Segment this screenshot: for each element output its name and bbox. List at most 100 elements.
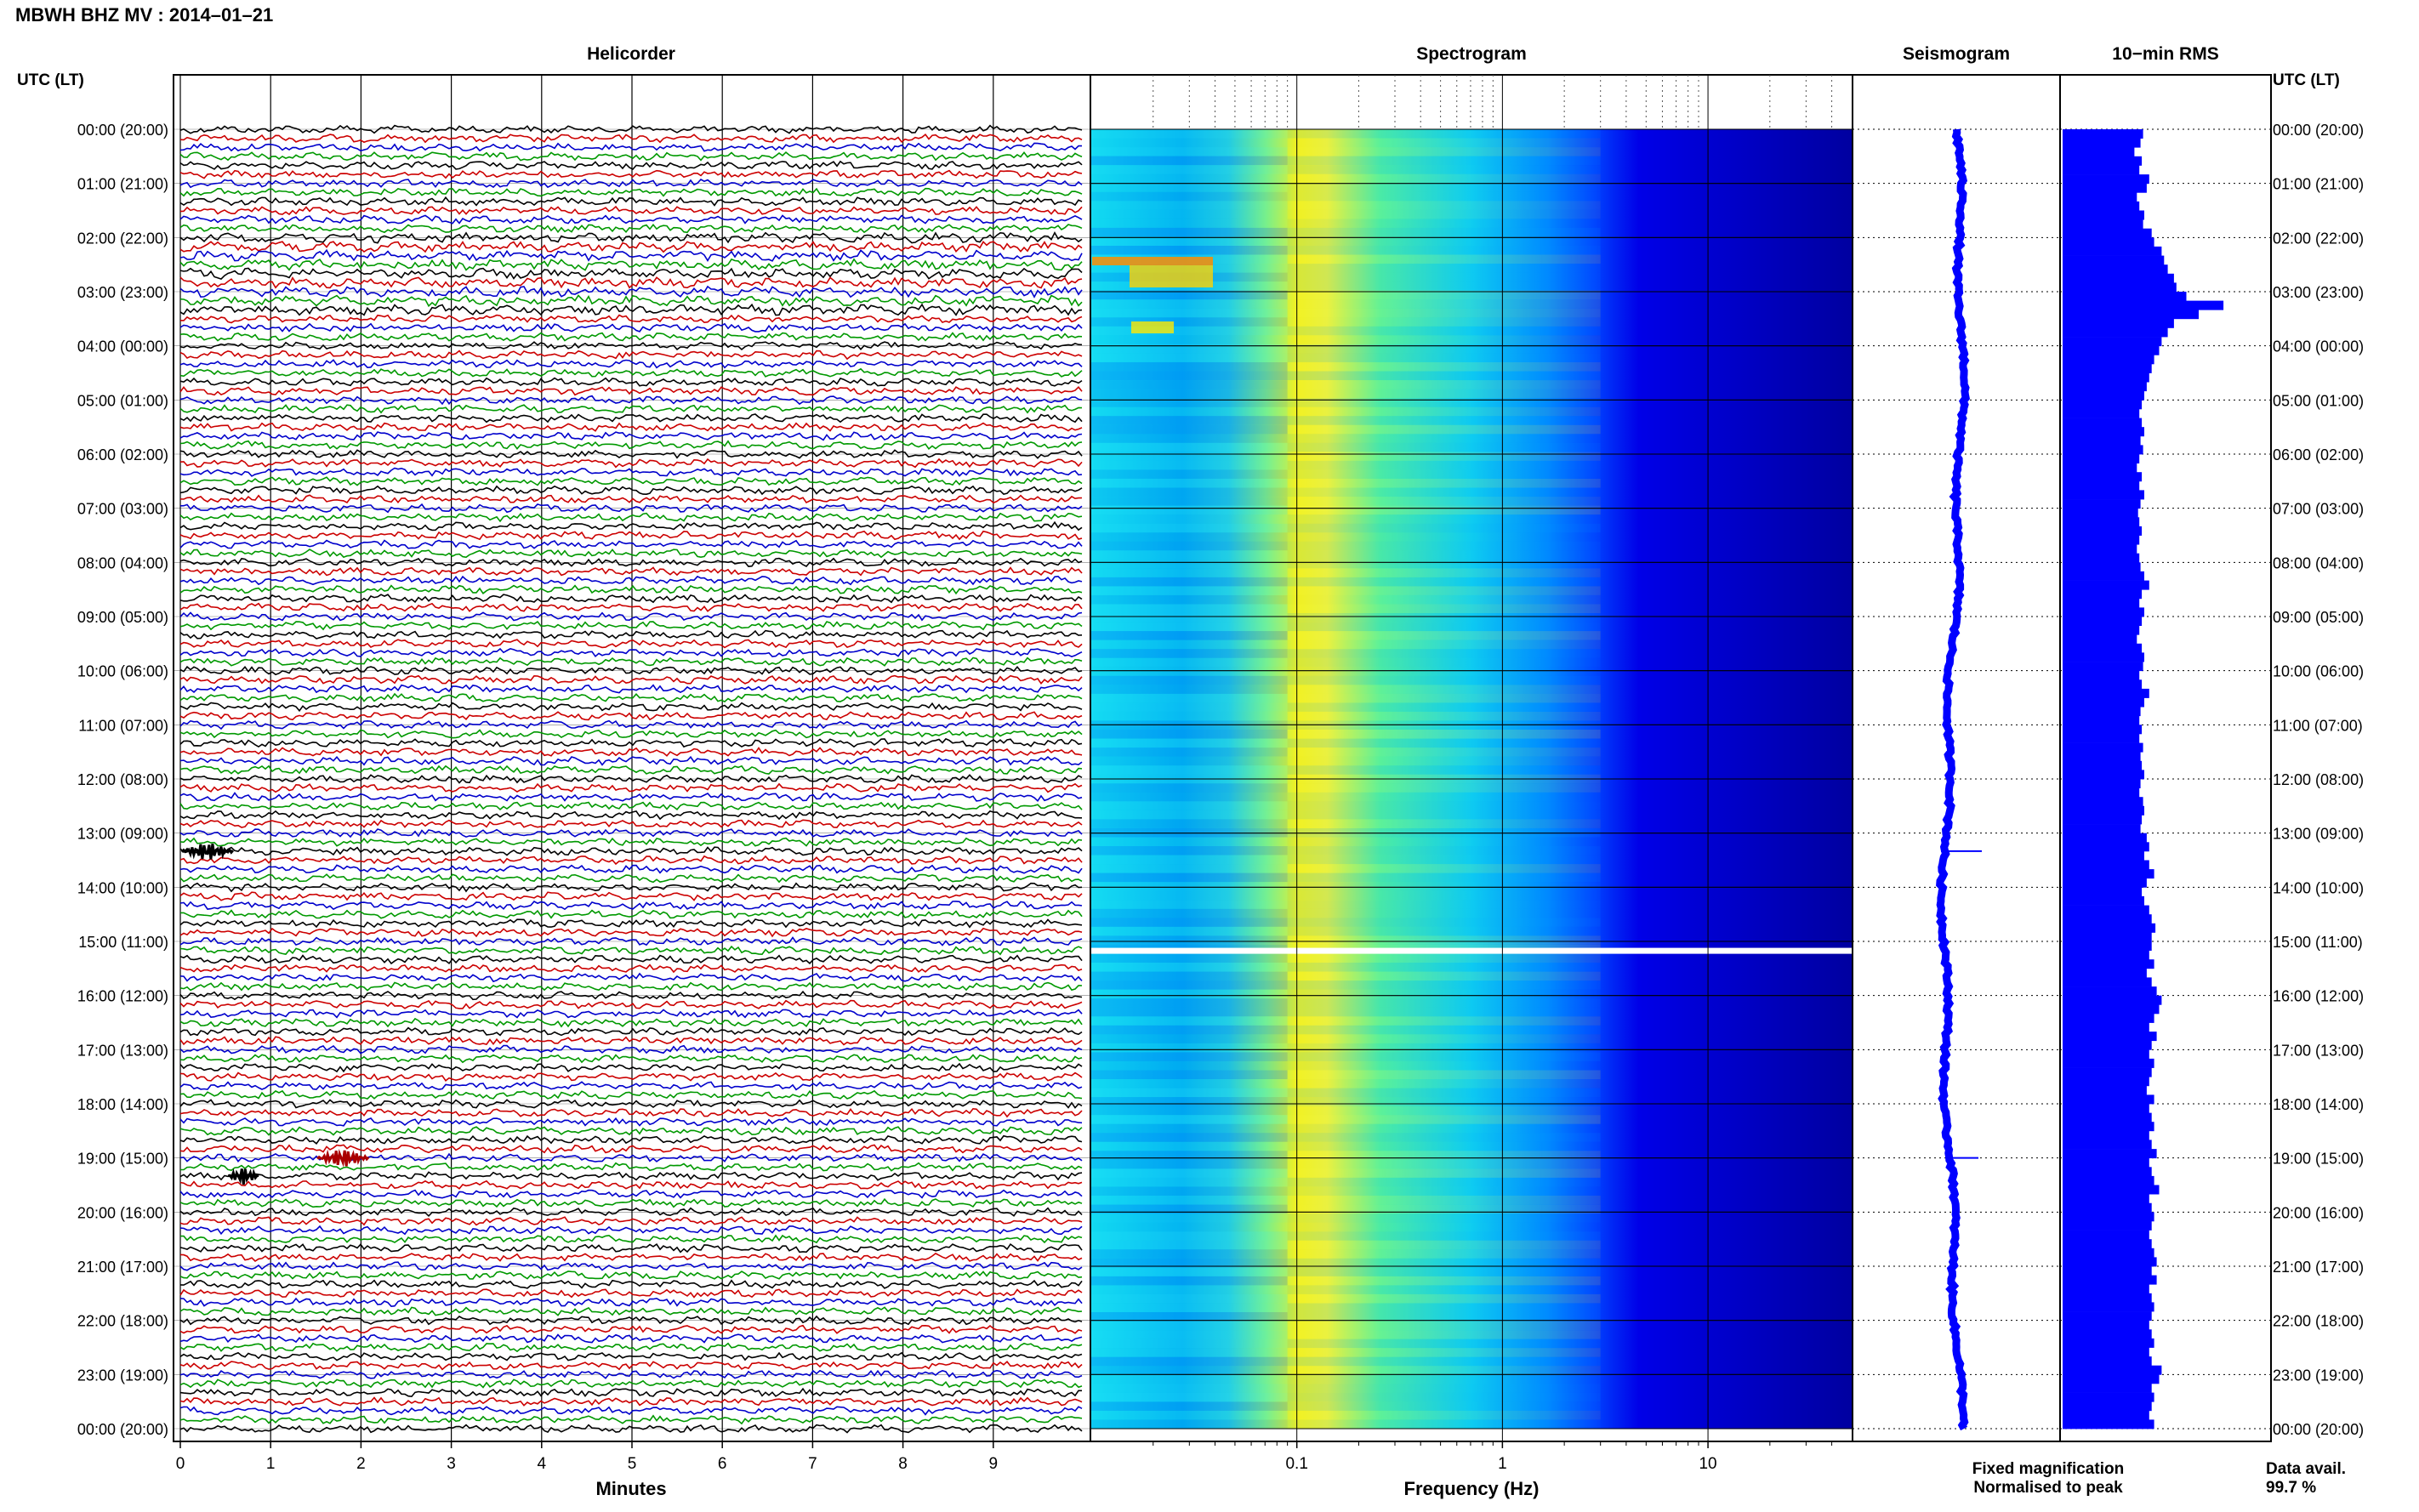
spectrogram-row-strip — [1287, 1366, 1601, 1375]
spectrogram-row-strip — [1287, 460, 1601, 470]
helicorder-trace-line — [179, 431, 1083, 441]
rms-bar — [2063, 1401, 2152, 1412]
spectrogram-row-strip — [1287, 1374, 1601, 1384]
spectrogram-row-strip — [1287, 523, 1601, 533]
helicorder-trace-line — [179, 575, 1083, 586]
rms-bar — [2063, 787, 2140, 798]
spectrogram-row-strip — [1091, 1060, 1288, 1071]
spectrogram-row-strip — [1287, 201, 1601, 210]
helicorder-trace-line — [179, 801, 1083, 811]
helicorder-trace-line — [179, 855, 1083, 866]
row-label-left: 11:00 (07:00) — [78, 717, 168, 734]
spectrogram-row-strip — [1287, 1043, 1601, 1053]
row-label-right: 09:00 (05:00) — [2273, 609, 2364, 626]
spectrogram-row-strip — [1091, 1339, 1288, 1349]
spectrogram-row-strip — [1091, 882, 1288, 891]
spectrogram-row-strip — [1287, 1088, 1601, 1098]
helicorder-trace-line — [179, 267, 1083, 281]
rms-bar — [2063, 950, 2149, 960]
spectrogram-row-strip — [1091, 989, 1288, 999]
spectrogram-row-strip — [1091, 908, 1288, 918]
rms-bar — [2063, 725, 2143, 735]
helicorder-trace-line — [179, 954, 1083, 965]
spectrogram-row-strip — [1287, 541, 1601, 551]
spectrogram-row-strip — [1287, 1106, 1601, 1116]
spectrogram-row-strip — [1287, 846, 1601, 855]
helicorder-trace-line — [179, 1378, 1083, 1389]
spectrogram-row-strip — [1091, 434, 1288, 443]
rms-bar — [2063, 1329, 2152, 1339]
rms-bar — [2063, 355, 2154, 365]
helicorder-trace-line — [179, 503, 1083, 514]
spectrogram-row-strip — [1287, 434, 1601, 443]
helicorder-events — [180, 844, 370, 1185]
spectrogram-row-strip — [1287, 1330, 1601, 1339]
rms-bar — [2063, 1419, 2154, 1430]
rms-bar — [2063, 147, 2135, 157]
helicorder-trace-line — [179, 819, 1083, 828]
spectrogram-row-strip — [1287, 424, 1601, 435]
helicorder-title: Helicorder — [587, 44, 675, 64]
helicorder-trace-line — [179, 629, 1083, 639]
spectrogram-row-strip — [1091, 1392, 1288, 1402]
spectrogram-row-strip — [1091, 981, 1288, 990]
rms-bar — [2063, 1185, 2160, 1195]
spectrogram-row-strip — [1287, 1070, 1601, 1079]
row-label-left: 04:00 (00:00) — [77, 338, 168, 355]
rms-bar — [2063, 292, 2187, 301]
rms-bar — [2063, 382, 2147, 392]
row-label-right: 00:00 (20:00) — [2273, 122, 2364, 139]
spectrogram-row-strip — [1091, 541, 1288, 551]
helicorder-trace-line — [179, 1216, 1083, 1226]
rms-bar — [2063, 1239, 2152, 1249]
rms-bar — [2063, 688, 2149, 698]
spectrogram-row-strip — [1287, 469, 1601, 479]
spectrogram-row-strip — [1091, 998, 1288, 1008]
spectrogram-row-strip — [1287, 810, 1601, 820]
seismogram-trace — [1936, 128, 1971, 1431]
rms-bar — [2063, 617, 2143, 626]
spectrogram-row-strip — [1287, 1186, 1601, 1196]
spectrogram-row-strip — [1091, 613, 1288, 622]
spectrogram-row-strip — [1287, 1115, 1601, 1124]
row-label-right: 01:00 (21:00) — [2273, 176, 2364, 193]
spectrogram-row-strip — [1091, 550, 1288, 560]
spectrogram-row-strip — [1287, 667, 1601, 676]
spectrogram-row-strip — [1091, 209, 1288, 219]
spectrogram-row-strip — [1287, 272, 1601, 282]
spectrogram-row-strip — [1287, 926, 1601, 936]
spectrogram-row-strip — [1287, 837, 1601, 846]
spectrogram-row-strip — [1287, 639, 1601, 650]
rms-bar — [2063, 805, 2144, 816]
spectrogram-row-strip — [1091, 864, 1288, 873]
spectrogram-row-strip — [1091, 1348, 1288, 1357]
spectrogram-row-strip — [1091, 1016, 1288, 1026]
rms-bar — [2063, 138, 2141, 148]
rms-bar — [2063, 1356, 2152, 1367]
helicorder-trace-line — [179, 927, 1083, 938]
rms-bar — [2063, 679, 2143, 690]
spectrogram-row-strip — [1091, 873, 1288, 883]
helicorder-trace-line — [179, 549, 1083, 559]
rms-bar — [2063, 1130, 2149, 1140]
spectrogram-row-strip — [1287, 344, 1601, 354]
spectrogram-row-strip — [1287, 1312, 1601, 1322]
minute-tick-label: 4 — [538, 1455, 547, 1473]
spectrogram-row-strip — [1287, 1097, 1601, 1106]
spectrogram-row-strip — [1287, 1016, 1601, 1026]
rms-bar — [2063, 562, 2141, 572]
helicorder-trace-line — [179, 1036, 1083, 1046]
rms-bar — [2063, 1220, 2152, 1231]
row-label-right: 11:00 (07:00) — [2273, 717, 2363, 734]
spectrogram-row-strip — [1287, 989, 1601, 999]
spectrogram-row-strip — [1091, 165, 1288, 174]
spectrogram-row-strip — [1287, 236, 1601, 246]
row-label-right: 15:00 (11:00) — [2273, 934, 2363, 951]
spectrogram-row-strip — [1091, 1034, 1288, 1043]
spectrogram-row-strip — [1287, 416, 1601, 425]
rms-bar — [2063, 986, 2157, 997]
spectrogram-row-strip — [1091, 1133, 1288, 1142]
rms-bar — [2063, 652, 2144, 662]
seismogram-title: Seismogram — [1903, 44, 2010, 64]
spectrogram-row-strip — [1091, 1159, 1288, 1169]
